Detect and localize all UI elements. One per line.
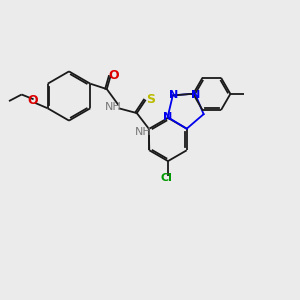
Text: N: N [191,90,200,100]
Text: N: N [163,112,172,122]
Text: O: O [108,69,119,82]
Text: N: N [169,90,178,100]
Text: NH: NH [135,127,152,137]
Text: NH: NH [104,102,121,112]
Text: O: O [27,94,38,107]
Text: S: S [146,92,155,106]
Text: Cl: Cl [160,173,172,183]
